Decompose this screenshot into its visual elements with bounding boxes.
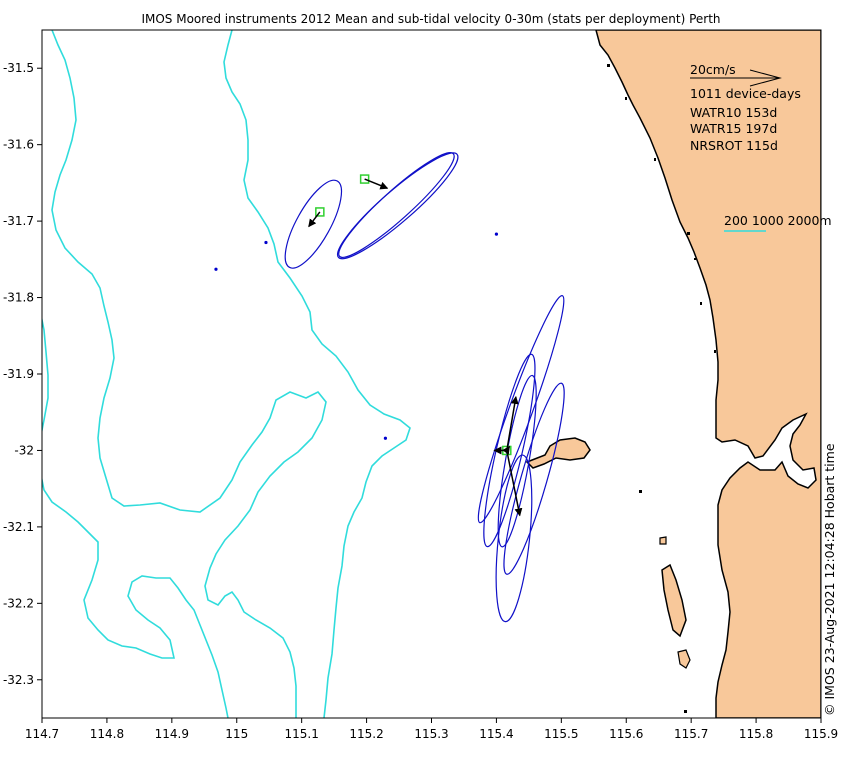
land: [525, 30, 821, 718]
mean-velocity-arrows: [308, 178, 523, 517]
variance-ellipse: [477, 295, 565, 524]
station-dot: [383, 436, 388, 440]
rottnest-island: [525, 437, 591, 469]
site-summary: WATR15 197d: [690, 121, 777, 136]
rock: [607, 64, 610, 67]
contour-legend-label: 200 1000 2000m: [724, 213, 832, 228]
rock: [639, 490, 642, 493]
site-summary: NRSROT 115d: [690, 138, 778, 153]
y-tick-label: -32: [14, 443, 34, 457]
y-tick-label: -32.2: [3, 596, 34, 610]
variance-ellipse: [336, 152, 459, 260]
rock: [694, 258, 696, 260]
station-dots: [214, 232, 499, 440]
rock: [687, 232, 690, 235]
y-tick-label: -31.6: [3, 138, 34, 152]
isobath-1000m: [42, 315, 49, 435]
y-tick-label: -31.7: [3, 214, 34, 228]
variance-ellipse: [483, 353, 536, 548]
scale-arrow-label: 20cm/s: [690, 62, 736, 77]
mooring-marker: [359, 174, 370, 184]
mean-velocity-arrow: [506, 450, 523, 517]
x-tick-label: 115.7: [674, 727, 708, 741]
x-tick-label: 114.7: [25, 727, 59, 741]
isobath-200m: [51, 30, 327, 718]
x-axis: 114.7 114.8 114.9 115 115.1 115.2 115.3 115.4 11…: [25, 718, 838, 741]
mooring-marker: [315, 207, 325, 217]
rock: [684, 710, 687, 713]
variance-ellipse: [495, 454, 533, 623]
rock: [654, 158, 656, 161]
site-summary: WATR10 153d: [690, 105, 777, 120]
y-tick-label: -31.8: [3, 291, 34, 305]
x-tick-label: 115.6: [609, 727, 643, 741]
rock: [714, 350, 716, 353]
y-axis: -31.5 -31.6 -31.7 -31.8 -31.9 -32 -32.1 -32.2 -3…: [3, 61, 42, 687]
x-tick-label: 114.9: [155, 727, 189, 741]
device-days-label: 1011 device-days: [690, 86, 801, 101]
x-tick-label: 115.8: [739, 727, 773, 741]
carnac-island: [659, 536, 667, 545]
isobath-2000m: [42, 475, 229, 718]
isobaths: [42, 30, 411, 718]
station-dot: [494, 232, 499, 236]
x-tick-label: 114.8: [90, 727, 124, 741]
x-tick-label: 115.2: [349, 727, 383, 741]
y-tick-label: -31.5: [3, 61, 34, 75]
x-tick-label: 115: [225, 727, 248, 741]
credit-text: © IMOS 23-Aug-2021 12:04:28 Hobart time: [822, 443, 837, 716]
scale-arrow-head: [749, 69, 782, 87]
station-dot: [214, 267, 218, 271]
x-tick-label: 115.4: [479, 727, 513, 741]
mooring-markers: [315, 174, 512, 456]
variance-ellipse: [284, 179, 343, 269]
mean-velocity-arrow: [364, 178, 389, 190]
plot-area: [42, 30, 821, 718]
y-tick-label: -31.9: [3, 367, 34, 381]
rock: [700, 302, 702, 305]
penguin-island: [677, 649, 691, 669]
mean-velocity-arrow: [308, 211, 321, 228]
isobath-shelf-break: [223, 30, 411, 718]
rock: [625, 97, 627, 100]
mainland: [595, 30, 821, 718]
x-tick-label: 115.1: [284, 727, 318, 741]
x-tick-label: 115.9: [804, 727, 838, 741]
chart-title: IMOS Moored instruments 2012 Mean and su…: [141, 12, 720, 26]
legend: 20cm/s 1011 device-days WATR15 197d WATR…: [690, 62, 832, 232]
garden-island: [661, 563, 687, 638]
variance-ellipses: [284, 152, 565, 623]
x-tick-label: 115.5: [544, 727, 578, 741]
variance-ellipse: [503, 382, 565, 575]
mean-velocity-arrow: [502, 445, 511, 455]
x-tick-label: 115.3: [414, 727, 448, 741]
mean-velocity-arrow: [506, 395, 519, 451]
y-tick-label: -32.1: [3, 520, 34, 534]
coast-rocks: [607, 64, 716, 713]
y-tick-label: -32.3: [3, 673, 34, 687]
station-dot: [264, 240, 268, 245]
variance-ellipse: [338, 152, 455, 259]
